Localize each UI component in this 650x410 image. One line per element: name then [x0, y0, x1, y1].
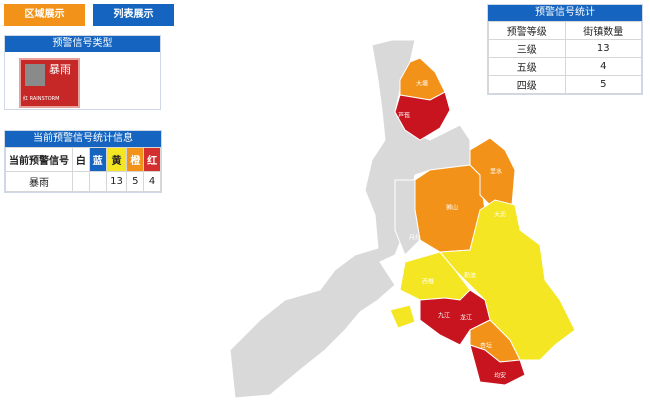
list-view-button[interactable]: 列表展示: [93, 4, 174, 26]
region-label: 大沥: [494, 211, 506, 219]
header-cell: 蓝: [88, 147, 107, 172]
region-label: 杏坛: [480, 342, 492, 350]
level-stats-panel: 预警信号统计 预警等级 街镇数量 三级 13 五级 4 四级 5: [487, 4, 643, 95]
level-stats-table: 预警等级 街镇数量 三级 13 五级 4 四级 5: [488, 21, 642, 94]
cell: 4: [143, 171, 161, 192]
table-row: 四级 5: [488, 75, 642, 94]
table-row: 五级 4: [488, 57, 642, 76]
region-label: 里水: [490, 168, 502, 176]
panel-title: 当前预警信号统计信息: [5, 131, 161, 147]
region-label: 均安: [494, 372, 506, 380]
icon-text: 暴雨: [49, 63, 71, 76]
area-view-button[interactable]: 区域展示: [4, 4, 85, 26]
header-cell: 黄: [105, 147, 128, 172]
region-label: 大塘: [416, 80, 428, 88]
region-label: 丹灶: [409, 234, 421, 242]
signal-type-panel: 预警信号类型 暴雨 红 RAINSTORM: [4, 35, 161, 110]
region-label: 西樵: [422, 278, 434, 286]
header-cell: 当前预警信号: [5, 147, 73, 172]
current-stats-table: 当前预警信号 白 蓝 黄 橙 红 暴雨 13 5 4: [5, 147, 161, 192]
cell: 暴雨: [5, 171, 73, 192]
cloud-icon: [25, 64, 45, 86]
cell: 13: [105, 171, 128, 192]
current-stats-panel: 当前预警信号统计信息 当前预警信号 白 蓝 黄 橙 红 暴雨 13 5 4: [4, 130, 162, 193]
panel-title: 预警信号类型: [5, 36, 160, 52]
table-row: 三级 13: [488, 39, 642, 58]
cell: 5: [564, 75, 642, 94]
cell: 5: [126, 171, 145, 192]
cell: 四级: [488, 75, 566, 94]
region-label: 狮山: [446, 204, 458, 212]
region-label: 九江: [438, 312, 450, 320]
rainstorm-icon: 暴雨 红 RAINSTORM: [19, 58, 80, 108]
icon-caption: 红 RAINSTORM: [23, 96, 60, 102]
header-cell: 红: [143, 147, 161, 172]
region-label: 勒流: [464, 272, 476, 280]
region-label: 芦苞: [398, 112, 410, 120]
cell: 五级: [488, 57, 566, 76]
panel-title: 预警信号统计: [488, 5, 642, 21]
region-label: 龙江: [460, 314, 472, 322]
